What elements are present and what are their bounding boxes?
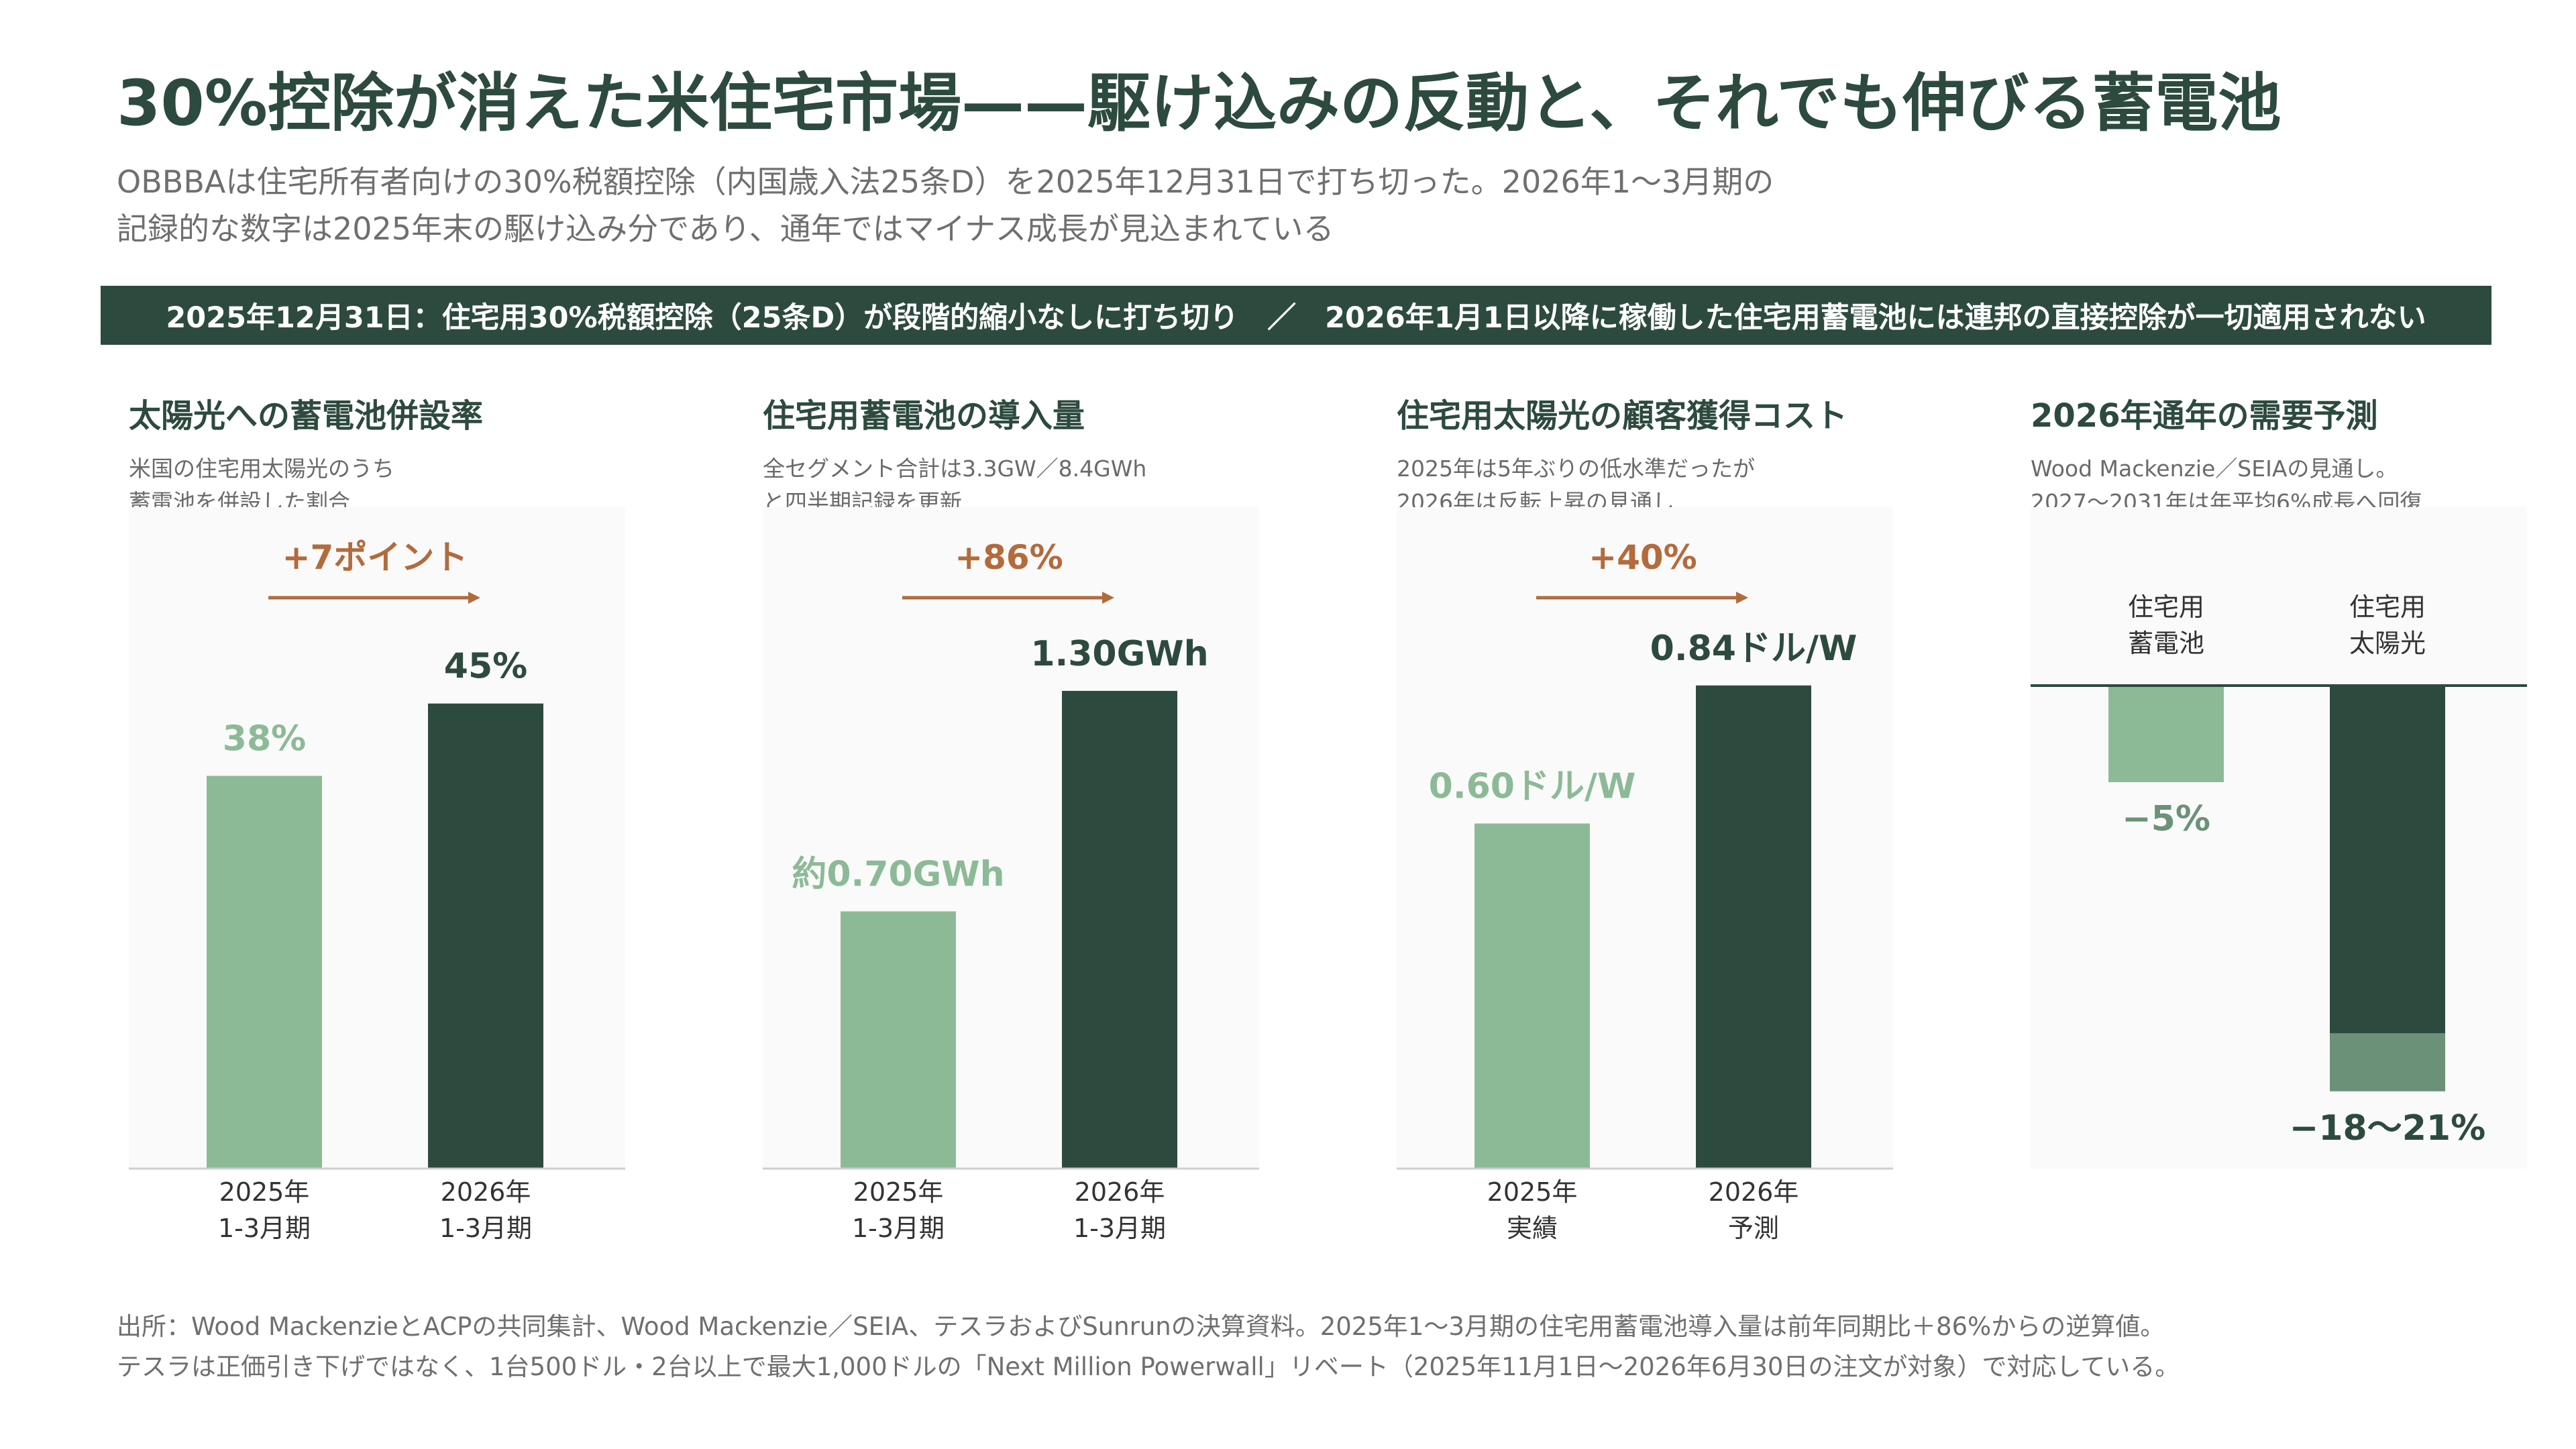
data-label: −18〜21% bbox=[2290, 1108, 2485, 1148]
panel-storage-installs: 住宅用蓄電池の導入量 全セグメント合計は3.3GW／8.4GWh と四半期記録を… bbox=[735, 389, 1259, 1261]
panel-note-line-1: 米国の住宅用太陽光のうち bbox=[129, 455, 394, 482]
panel-title: 2026年通年の需要予測 bbox=[2031, 397, 2378, 435]
source-footer: 出所：Wood MackenzieとACPの共同集計、Wood Mackenzi… bbox=[117, 1307, 2465, 1387]
page-subtitle: OBBBAは住宅所有者向けの30%税額控除（内国歳入法25条D）を2025年12… bbox=[117, 158, 2196, 252]
x-tick-label-line: 2025年 bbox=[219, 1177, 310, 1207]
change-arrow-head bbox=[1102, 592, 1114, 604]
panel-title: 太陽光への蓄電池併設率 bbox=[129, 397, 484, 435]
subtitle-line-2: 記録的な数字は2025年末の駆け込み分であり、通年ではマイナス成長が見込まれてい… bbox=[117, 211, 1334, 247]
x-tick-label: 2026年予測 bbox=[1666, 1174, 1841, 1246]
change-label: +7ポイント bbox=[282, 538, 468, 577]
panel-note-line-1: 全セグメント合計は3.3GW／8.4GWh bbox=[763, 455, 1147, 482]
chart-svg: 0.60ドル/W 0.84ドル/W +40% bbox=[1397, 507, 1893, 1170]
bar bbox=[2330, 686, 2445, 1034]
bar bbox=[2108, 686, 2224, 782]
category-label: 住宅用 bbox=[2349, 592, 2426, 622]
panel-title: 住宅用蓄電池の導入量 bbox=[763, 397, 1085, 435]
x-tick-label: 2025年 1-3月期 bbox=[811, 1174, 985, 1246]
panel-attach-rate: 太陽光への蓄電池併設率 米国の住宅用太陽光のうち 蓄電池を併設した割合 38% 4… bbox=[101, 389, 625, 1261]
x-tick-label-line: 2025年 bbox=[1487, 1177, 1578, 1207]
bar bbox=[428, 703, 543, 1169]
subtitle-line-1: OBBBAは住宅所有者向けの30%税額控除（内国歳入法25条D）を2025年12… bbox=[117, 164, 1774, 200]
category-label: 蓄電池 bbox=[2128, 629, 2204, 658]
chart-svg: 約0.70GWh 1.30GWh +86% bbox=[763, 507, 1259, 1170]
data-label: −5% bbox=[2122, 799, 2210, 839]
panel-note: Wood Mackenzie／SEIAの見通し。 2027〜2031年は年平均6… bbox=[2031, 452, 2500, 519]
policy-banner: 2025年12月31日：住宅用30%税額控除（25条D）が段階的縮小なしに打ち切… bbox=[101, 286, 2491, 345]
panel-note-line-1: Wood Mackenzie／SEIAの見通し。 bbox=[2031, 455, 2398, 482]
chart-svg: 38% 45% +7ポイント bbox=[129, 507, 625, 1170]
bar-range-extension bbox=[2330, 1033, 2445, 1091]
data-label: 約0.70GWh bbox=[792, 855, 1004, 895]
change-arrow-head bbox=[468, 592, 480, 604]
x-tick-label-line: 1-3月期 bbox=[217, 1214, 311, 1243]
panel-acquisition-cost: 住宅用太陽光の顧客獲得コスト 2025年は5年ぶりの低水準だったが 2026年は… bbox=[1368, 389, 1893, 1261]
change-label: +40% bbox=[1589, 538, 1697, 577]
category-label: 住宅用 bbox=[2128, 592, 2204, 622]
x-tick-label: 2025年実績 bbox=[1445, 1174, 1619, 1246]
bar bbox=[1474, 823, 1590, 1169]
chart-area: 住宅用蓄電池 住宅用太陽光 −5% −18〜21% bbox=[2031, 507, 2527, 1169]
bar bbox=[1696, 685, 1811, 1169]
category-label: 太陽光 bbox=[2349, 629, 2426, 658]
plot-background bbox=[2031, 507, 2527, 1169]
data-label: 0.84ドル/W bbox=[1650, 629, 1858, 669]
data-label: 45% bbox=[444, 647, 527, 687]
panel-demand-forecast: 2026年通年の需要予測 Wood Mackenzie／SEIAの見通し。 20… bbox=[2002, 389, 2527, 1261]
bar bbox=[207, 775, 322, 1169]
footer-line-1: 出所：Wood MackenzieとACPの共同集計、Wood Mackenzi… bbox=[117, 1312, 2165, 1341]
panel-note-line-1: 2025年は5年ぶりの低水準だったが bbox=[1397, 455, 1755, 482]
footer-line-2: テスラは正価引き下げではなく、1台500ドル・2台以上で最大1,000ドルの「N… bbox=[117, 1352, 2180, 1381]
bar bbox=[841, 911, 956, 1169]
plot-background bbox=[129, 507, 625, 1169]
change-arrow-head bbox=[1736, 592, 1748, 604]
x-tick-label-line: 実績 bbox=[1506, 1214, 1558, 1243]
x-tick-label-line: 予測 bbox=[1727, 1214, 1779, 1243]
chart-svg: 住宅用蓄電池 住宅用太陽光 −5% −18〜21% bbox=[2031, 507, 2527, 1169]
chart-area: 約0.70GWh 1.30GWh +86% 2025年 1-3月期 2026年 1-3月期 bbox=[763, 507, 1259, 1243]
bar bbox=[1062, 690, 1177, 1169]
panel-title: 住宅用太陽光の顧客獲得コスト bbox=[1397, 397, 1848, 435]
chart-area: 38% 45% +7ポイント 2025年 1-3月期 2026年 1-3月期 bbox=[129, 507, 625, 1243]
x-tick-label: 2026年 1-3月期 bbox=[1032, 1174, 1207, 1246]
x-tick-label-line: 1-3月期 bbox=[851, 1214, 945, 1243]
change-label: +86% bbox=[955, 538, 1063, 577]
x-tick-label-line: 2026年 bbox=[1708, 1177, 1799, 1207]
x-tick-label-line: 1-3月期 bbox=[439, 1214, 533, 1243]
x-tick-label: 2026年 1-3月期 bbox=[398, 1174, 573, 1246]
x-tick-label-line: 1-3月期 bbox=[1073, 1214, 1167, 1243]
page-title: 30%控除が消えた米住宅市場——駆け込みの反動と、それでも伸びる蓄電池 bbox=[117, 67, 2282, 140]
chart-area: 0.60ドル/W 0.84ドル/W +40% 2025年実績 2026年予測 bbox=[1397, 507, 1893, 1243]
plot-background bbox=[1397, 507, 1893, 1169]
x-tick-label-line: 2026年 bbox=[1074, 1177, 1165, 1207]
x-tick-label: 2025年 1-3月期 bbox=[177, 1174, 352, 1246]
data-label: 38% bbox=[223, 719, 306, 759]
data-label: 1.30GWh bbox=[1030, 634, 1208, 674]
x-tick-label-line: 2026年 bbox=[440, 1177, 531, 1207]
data-label: 0.60ドル/W bbox=[1429, 767, 1636, 807]
panel-note: 米国の住宅用太陽光のうち 蓄電池を併設した割合 bbox=[129, 452, 598, 519]
plot-background bbox=[763, 507, 1259, 1169]
x-tick-label-line: 2025年 bbox=[853, 1177, 944, 1207]
